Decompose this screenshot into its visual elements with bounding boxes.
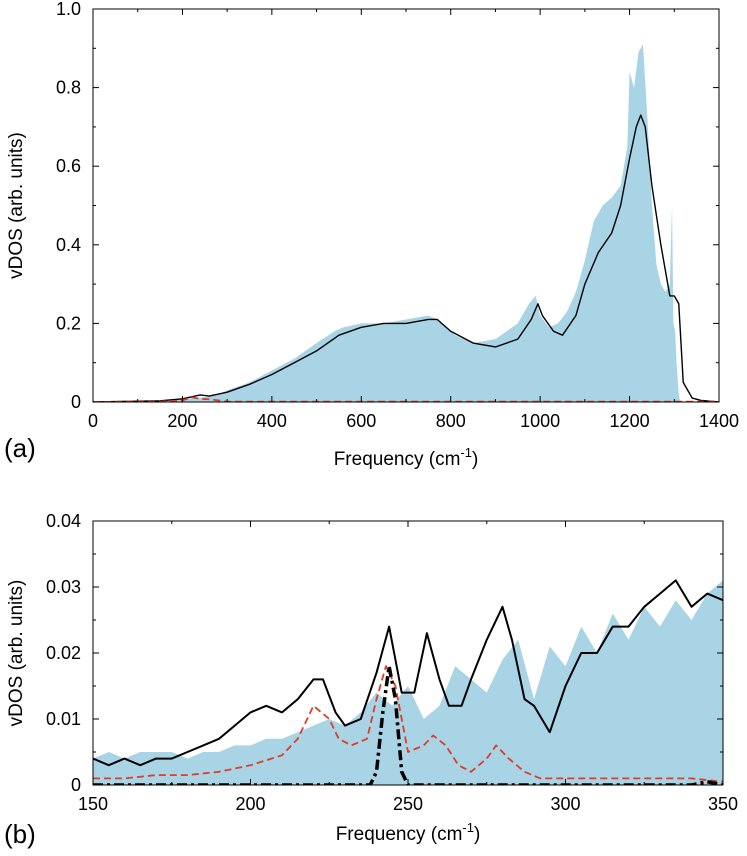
- series-solid-line: [93, 114, 719, 402]
- x-tick-label: 800: [436, 411, 466, 431]
- y-tick-label: 0.04: [46, 511, 81, 531]
- x-tick-label: 1400: [699, 411, 739, 431]
- x-tick-label: 200: [167, 411, 197, 431]
- y-tick-label: 0.4: [56, 235, 81, 255]
- x-tick-label: 400: [257, 411, 287, 431]
- x-tick-label: 200: [235, 794, 265, 814]
- y-axis-title: vDOS (arb. units): [6, 132, 27, 279]
- x-tick-label: 600: [346, 411, 376, 431]
- x-tick-label: 250: [393, 794, 423, 814]
- y-tick-label: 0.6: [56, 156, 81, 176]
- x-tick-label: 1000: [520, 411, 560, 431]
- y-tick-label: 0.03: [46, 577, 81, 597]
- x-tick-label: 150: [78, 794, 108, 814]
- plot-area: [93, 44, 719, 402]
- x-axis-title: Frequency (cm-1): [334, 445, 479, 470]
- x-axis-title-superscript: -1: [460, 445, 472, 460]
- x-tick-label: 1200: [610, 411, 650, 431]
- panel-label: (b): [4, 819, 36, 849]
- plot-area: [93, 579, 723, 785]
- x-tick-label: 300: [550, 794, 580, 814]
- series-area-fill: [93, 580, 723, 785]
- x-axis-title-main: Frequency (cm: [334, 449, 461, 470]
- series-area-fill: [93, 44, 681, 402]
- series-dashed-line: [93, 665, 723, 783]
- x-axis-title-close: ): [474, 824, 480, 845]
- chart-panel-a: 0 200 400 600 800 1000 1200 1400 0 0.2 0.4 0.6 0.8 1.…: [4, 0, 739, 470]
- y-tick-label: 0.2: [56, 313, 81, 333]
- y-tick-label: 0.01: [46, 709, 81, 729]
- series-dashed-line: [93, 396, 719, 402]
- y-tick-label: 0.8: [56, 78, 81, 98]
- x-axis-title-close: ): [472, 449, 478, 470]
- series-dash-dot-line: [93, 664, 723, 785]
- y-tick-label: 0: [71, 775, 81, 795]
- y-tick-label: 0.02: [46, 643, 81, 663]
- y-axis-title: vDOS (arb. units): [6, 580, 27, 727]
- x-tick-label: 350: [708, 794, 738, 814]
- x-axis-title-superscript: -1: [462, 820, 474, 835]
- x-axis-title-main: Frequency (cm: [336, 824, 463, 845]
- panel-label: (a): [4, 433, 36, 463]
- y-tick-label: 0: [71, 392, 81, 412]
- y-tick-label: 1.0: [56, 0, 81, 19]
- series-solid-line: [93, 579, 723, 767]
- x-tick-label: 0: [88, 411, 98, 431]
- x-axis-title: Frequency (cm-1): [336, 820, 481, 845]
- chart-panel-b: 150 200 250 300 350 0 0.01 0.02 0.03 0.04 Frequenc…: [4, 511, 738, 849]
